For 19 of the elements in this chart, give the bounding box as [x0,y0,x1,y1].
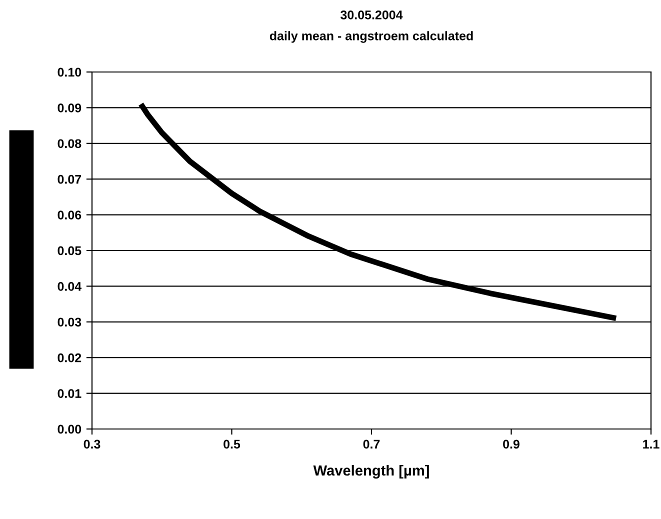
x-tick-label: 0.9 [503,440,520,449]
y-tick-label: 0.03 [58,318,82,327]
y-tick-label: 0.07 [58,174,82,184]
y-tick-label: 0.08 [58,139,82,148]
x-tick-label: 0.7 [363,440,380,449]
y-tick-label: 0.05 [58,246,82,256]
x-tick-label: 0.5 [224,440,240,449]
y-tick-label: 0.04 [58,282,82,291]
y-tick-label: 0.10 [58,68,82,77]
y-tick-label: 0.09 [58,104,82,112]
y-tick-label: 0.01 [58,389,82,398]
chart-subtitle: daily mean - angstroem calculated [270,31,473,43]
y-tick-label: 0.06 [58,210,82,220]
y-tick-label: 0.00 [58,424,82,434]
x-tick-label: 0.3 [84,440,100,449]
chart-title: 30.05.2004 [340,10,403,20]
y-tick-label: 0.02 [58,353,82,362]
x-tick-label: 1.1 [643,440,660,448]
x-axis-title: Wavelength [µm] [313,464,429,479]
